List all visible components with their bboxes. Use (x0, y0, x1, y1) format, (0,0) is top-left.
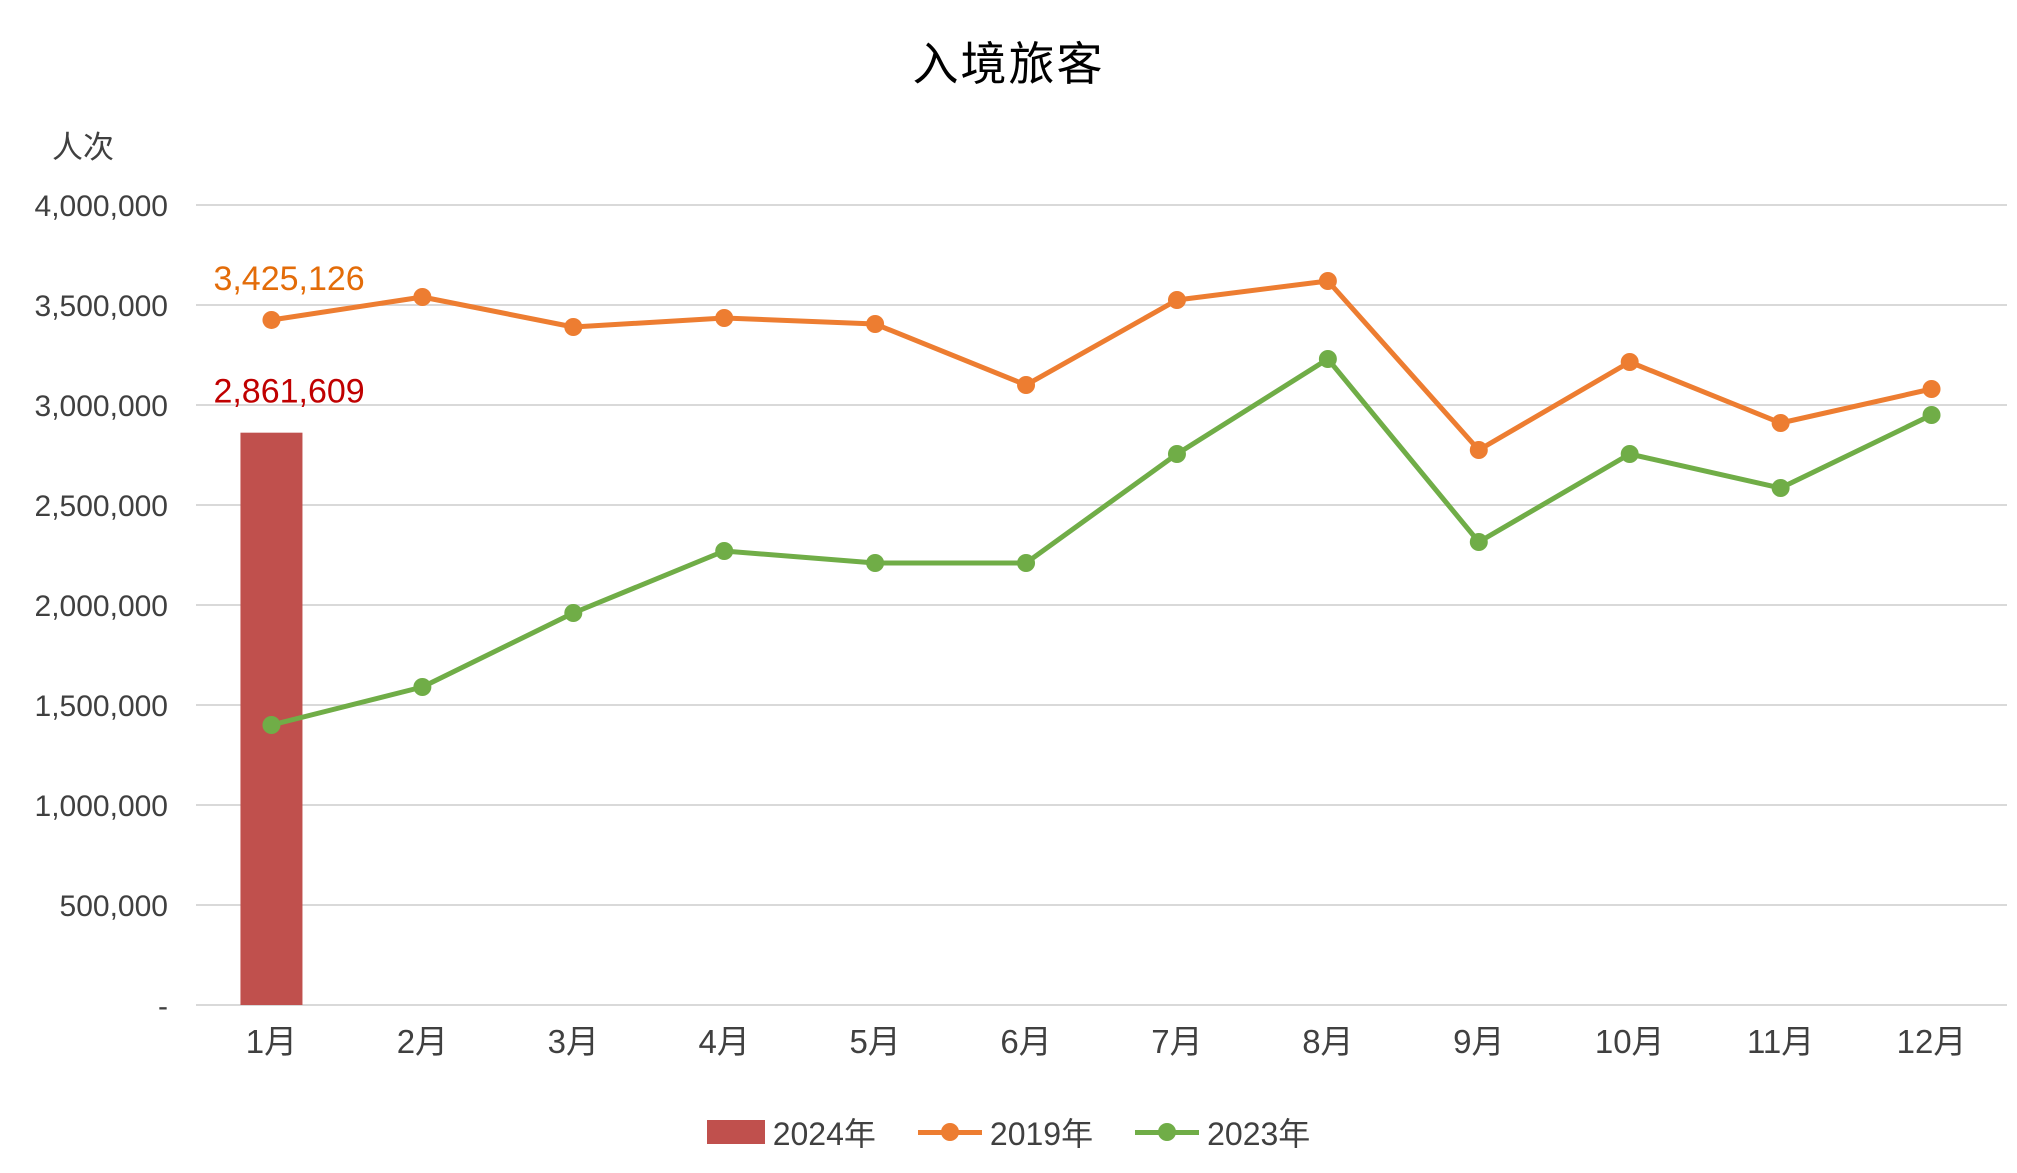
data-label-2024年: 2,861,609 (213, 373, 364, 411)
svg-text:7月: 7月 (1151, 1023, 1202, 1060)
svg-text:-: - (158, 990, 168, 1023)
svg-text:1,500,000: 1,500,000 (35, 690, 168, 723)
legend-item-2024年: 2024年 (706, 1109, 876, 1155)
legend-item-2023年: 2023年 (1135, 1109, 1310, 1155)
svg-text:5月: 5月 (849, 1023, 900, 1060)
svg-text:10月: 10月 (1595, 1023, 1665, 1060)
svg-text:12月: 12月 (1897, 1023, 1967, 1060)
x-category-labels: 1月 2月 3月 4月 5月 6月 7月 8月 9月 10月 11月 12月 (246, 1023, 1967, 1060)
legend: 2024年 2019年 2023年 (0, 1109, 2017, 1155)
svg-text:2月: 2月 (397, 1023, 448, 1060)
data-labels: 3,425,126 2,861,609 (213, 260, 364, 411)
data-label-2019年: 3,425,126 (213, 260, 364, 298)
series-2023年 (262, 350, 1941, 734)
series-2019年 (262, 272, 1941, 459)
svg-text:3,000,000: 3,000,000 (35, 390, 168, 423)
y-axis-unit-label: 人次 (52, 130, 114, 165)
legend-swatch-bar (706, 1120, 765, 1144)
svg-text:3月: 3月 (548, 1023, 599, 1060)
svg-text:3,500,000: 3,500,000 (35, 290, 168, 323)
svg-text:8月: 8月 (1302, 1023, 1353, 1060)
svg-text:6月: 6月 (1000, 1023, 1051, 1060)
svg-text:1,000,000: 1,000,000 (35, 790, 168, 823)
svg-text:4月: 4月 (699, 1023, 750, 1060)
svg-text:11月: 11月 (1747, 1023, 1814, 1060)
legend-swatch-line (917, 1121, 982, 1143)
svg-text:2,000,000: 2,000,000 (35, 590, 168, 623)
legend-label: 2024年 (772, 1116, 876, 1152)
legend-label: 2023年 (1207, 1116, 1311, 1152)
legend-label: 2019年 (989, 1116, 1094, 1152)
y-tick-labels: - 500,000 1,000,000 1,500,000 2,000,000 2,500… (35, 190, 168, 1023)
legend-swatch-line (1135, 1121, 1200, 1143)
svg-text:9月: 9月 (1453, 1023, 1504, 1060)
svg-text:2,500,000: 2,500,000 (35, 490, 168, 523)
legend-item-2019年: 2019年 (917, 1109, 1094, 1155)
chart-title: 入境旅客 (912, 38, 1105, 90)
svg-text:1月: 1月 (246, 1023, 297, 1060)
gridlines (196, 204, 2007, 1006)
svg-text:4,000,000: 4,000,000 (35, 190, 168, 223)
svg-text:500,000: 500,000 (60, 890, 168, 923)
